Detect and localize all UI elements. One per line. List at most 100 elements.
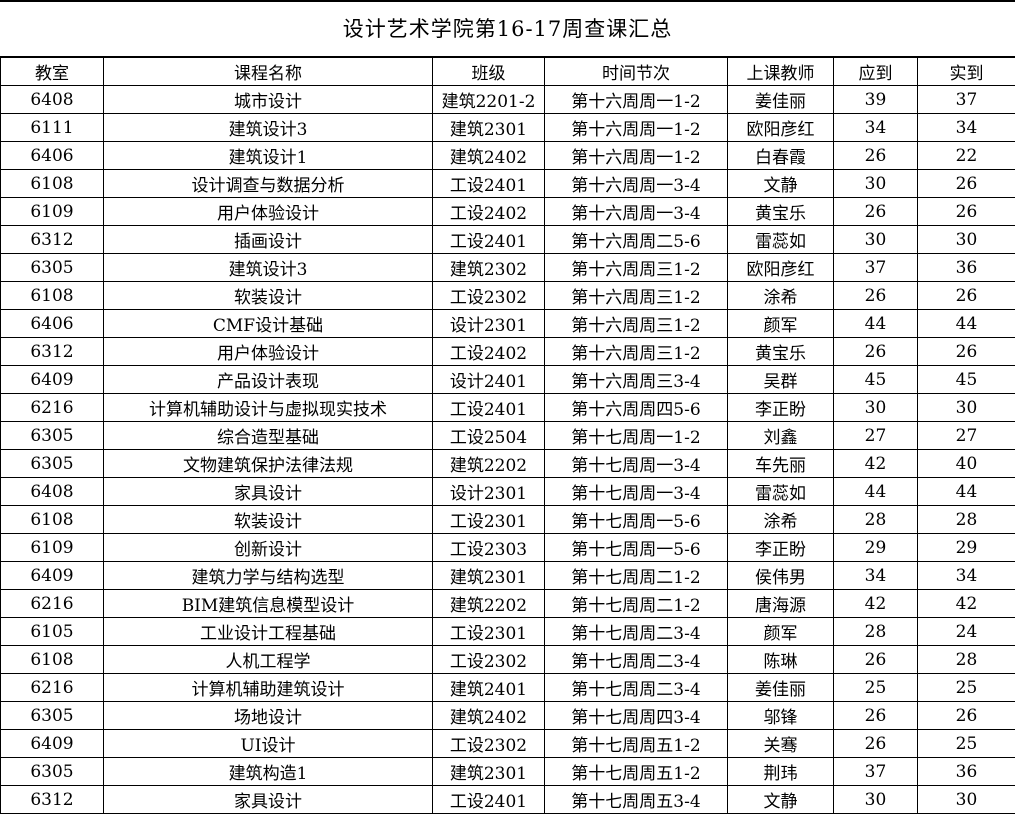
cell-time: 第十七周周一5-6	[544, 533, 728, 562]
cell-course: 创新设计	[103, 533, 433, 562]
cell-course: 插画设计	[103, 225, 433, 254]
cell-class: 建筑2202	[432, 449, 545, 478]
table-row: 6111 建筑设计3 建筑2301 第十六周周一1-2 欧阳彦红 34 34	[0, 113, 1015, 142]
cell-due: 42	[833, 449, 918, 478]
cell-due: 44	[833, 309, 918, 338]
cell-time: 第十七周周一1-2	[544, 421, 728, 450]
cell-course: 家具设计	[103, 785, 433, 814]
cell-time: 第十六周周三1-2	[544, 309, 728, 338]
cell-time: 第十七周周一3-4	[544, 449, 728, 478]
cell-course: 产品设计表现	[103, 365, 433, 394]
cell-room: 6305	[0, 421, 104, 450]
cell-room: 6109	[0, 197, 104, 226]
cell-course: 建筑设计3	[103, 253, 433, 282]
cell-room: 6305	[0, 253, 104, 282]
cell-teacher: 关骞	[727, 729, 834, 758]
cell-time: 第十六周周一3-4	[544, 169, 728, 198]
table-row: 6109 创新设计 工设2303 第十七周周一5-6 李正盼 29 29	[0, 533, 1015, 562]
cell-teacher: 欧阳彦红	[727, 113, 834, 142]
cell-teacher: 颜军	[727, 309, 834, 338]
cell-actual: 24	[917, 617, 1015, 646]
table-row: 6108 软装设计 工设2302 第十六周周三1-2 涂希 26 26	[0, 281, 1015, 310]
cell-actual: 22	[917, 141, 1015, 170]
cell-due: 26	[833, 281, 918, 310]
cell-teacher: 邬锋	[727, 701, 834, 730]
cell-course: 用户体验设计	[103, 337, 433, 366]
cell-actual: 26	[917, 701, 1015, 730]
cell-due: 37	[833, 757, 918, 786]
cell-room: 6305	[0, 757, 104, 786]
cell-actual: 29	[917, 533, 1015, 562]
cell-due: 26	[833, 141, 918, 170]
cell-class: 工设2302	[432, 645, 545, 674]
cell-room: 6305	[0, 701, 104, 730]
cell-teacher: 黄宝乐	[727, 197, 834, 226]
cell-teacher: 车先丽	[727, 449, 834, 478]
table-row: 6105 工业设计工程基础 工设2301 第十七周周二3-4 颜军 28 24	[0, 617, 1015, 646]
cell-actual: 34	[917, 113, 1015, 142]
cell-class: 建筑2402	[432, 141, 545, 170]
cell-teacher: 姜佳丽	[727, 673, 834, 702]
table-row: 6312 插画设计 工设2401 第十六周周二5-6 雷蕊如 30 30	[0, 225, 1015, 254]
cell-actual: 30	[917, 393, 1015, 422]
cell-due: 26	[833, 197, 918, 226]
table-row: 6408 城市设计 建筑2201-2 第十六周周一1-2 姜佳丽 39 37	[0, 85, 1015, 114]
cell-course: 建筑设计1	[103, 141, 433, 170]
cell-room: 6408	[0, 477, 104, 506]
cell-teacher: 姜佳丽	[727, 85, 834, 114]
cell-teacher: 颜军	[727, 617, 834, 646]
cell-room: 6312	[0, 337, 104, 366]
cell-room: 6108	[0, 169, 104, 198]
cell-class: 建筑2301	[432, 757, 545, 786]
cell-due: 39	[833, 85, 918, 114]
cell-actual: 28	[917, 505, 1015, 534]
cell-class: 工设2401	[432, 785, 545, 814]
cell-due: 30	[833, 169, 918, 198]
cell-course: 工业设计工程基础	[103, 617, 433, 646]
cell-room: 6406	[0, 309, 104, 338]
cell-class: 设计2301	[432, 309, 545, 338]
cell-teacher: 唐海源	[727, 589, 834, 618]
cell-actual: 28	[917, 645, 1015, 674]
cell-actual: 27	[917, 421, 1015, 450]
cell-time: 第十七周周二1-2	[544, 589, 728, 618]
table-row: 6305 建筑设计3 建筑2302 第十六周周三1-2 欧阳彦红 37 36	[0, 253, 1015, 282]
cell-due: 26	[833, 729, 918, 758]
table-row: 6409 建筑力学与结构选型 建筑2301 第十七周周二1-2 侯伟男 34 34	[0, 561, 1015, 590]
cell-due: 42	[833, 589, 918, 618]
cell-class: 工设2303	[432, 533, 545, 562]
cell-due: 26	[833, 701, 918, 730]
cell-time: 第十六周周三1-2	[544, 281, 728, 310]
cell-class: 设计2401	[432, 365, 545, 394]
cell-due: 37	[833, 253, 918, 282]
cell-actual: 30	[917, 225, 1015, 254]
cell-due: 28	[833, 617, 918, 646]
cell-teacher: 黄宝乐	[727, 337, 834, 366]
table-row: 6216 计算机辅助设计与虚拟现实技术 工设2401 第十六周周四5-6 李正盼 30 30	[0, 393, 1015, 422]
column-header-time: 时间节次	[544, 56, 728, 86]
cell-due: 26	[833, 645, 918, 674]
table-row: 6305 文物建筑保护法律法规 建筑2202 第十七周周一3-4 车先丽 42 40	[0, 449, 1015, 478]
cell-time: 第十七周周五1-2	[544, 757, 728, 786]
cell-time: 第十六周周四5-6	[544, 393, 728, 422]
cell-teacher: 涂希	[727, 505, 834, 534]
cell-class: 建筑2401	[432, 673, 545, 702]
cell-actual: 26	[917, 281, 1015, 310]
cell-class: 工设2301	[432, 505, 545, 534]
cell-class: 工设2401	[432, 225, 545, 254]
cell-actual: 44	[917, 309, 1015, 338]
cell-class: 建筑2301	[432, 561, 545, 590]
cell-class: 工设2504	[432, 421, 545, 450]
cell-teacher: 雷蕊如	[727, 477, 834, 506]
cell-actual: 45	[917, 365, 1015, 394]
cell-actual: 26	[917, 197, 1015, 226]
cell-course: 场地设计	[103, 701, 433, 730]
cell-class: 工设2401	[432, 393, 545, 422]
cell-actual: 30	[917, 785, 1015, 814]
cell-actual: 26	[917, 169, 1015, 198]
cell-due: 30	[833, 785, 918, 814]
table-row: 6109 用户体验设计 工设2402 第十六周周一3-4 黄宝乐 26 26	[0, 197, 1015, 226]
cell-actual: 26	[917, 337, 1015, 366]
cell-class: 工设2302	[432, 281, 545, 310]
column-header-teacher: 上课教师	[727, 56, 834, 86]
